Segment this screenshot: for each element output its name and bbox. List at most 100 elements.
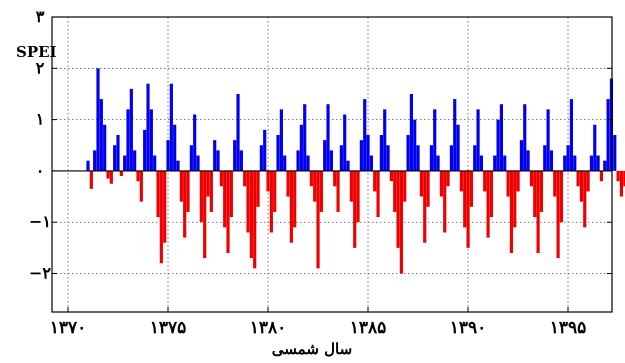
positive-bar — [503, 155, 507, 171]
negative-bar — [483, 170, 487, 192]
y-tick-label: ۲ — [36, 58, 45, 77]
negative-bar — [559, 170, 564, 223]
negative-bar — [586, 170, 590, 192]
positive-bar — [259, 145, 263, 171]
negative-bar — [393, 170, 397, 212]
positive-bar — [573, 155, 577, 171]
negative-bar — [136, 170, 140, 182]
positive-bar — [133, 150, 137, 171]
y-tick-label: ۱ — [36, 110, 45, 129]
negative-bar — [313, 170, 317, 202]
negative-bar — [619, 170, 624, 197]
positive-bar — [99, 99, 103, 171]
negative-bar — [316, 170, 320, 269]
negative-bar — [486, 170, 490, 238]
positive-bar — [343, 114, 347, 171]
negative-bar — [529, 170, 534, 187]
positive-bar — [359, 140, 363, 171]
negative-bar — [349, 170, 353, 202]
positive-bar — [379, 135, 383, 171]
negative-bar — [243, 170, 247, 187]
positive-bar — [546, 109, 550, 171]
negative-bar — [579, 170, 584, 202]
x-tick-label: ۱۳۹۰ — [450, 318, 487, 338]
positive-bar — [123, 155, 127, 171]
positive-bar — [193, 114, 197, 171]
positive-bar — [196, 155, 200, 171]
positive-bar — [363, 99, 367, 171]
negative-bar — [289, 170, 293, 243]
negative-bar — [426, 170, 430, 207]
negative-bar — [273, 170, 277, 212]
positive-bar — [263, 129, 267, 171]
positive-bar — [233, 140, 237, 171]
negative-bar — [513, 170, 517, 228]
negative-bar — [403, 170, 407, 202]
positive-bar — [189, 145, 193, 171]
positive-bar — [523, 104, 527, 171]
positive-bar — [279, 109, 283, 171]
y-tick-labels: ۳ ۲ ۱ ۰ −۱ −۲ — [29, 7, 51, 283]
negative-bar — [223, 170, 227, 228]
negative-bar — [106, 170, 110, 179]
x-axis-label: سال شمسی — [272, 340, 352, 358]
positive-bar — [236, 93, 240, 171]
y-tick-label: ۳ — [36, 7, 45, 26]
positive-bar — [216, 150, 220, 171]
positive-bar — [116, 135, 120, 171]
negative-bar — [159, 170, 163, 264]
negative-bar — [186, 170, 190, 212]
positive-bar — [416, 145, 420, 171]
negative-bar — [539, 170, 544, 212]
negative-bar — [309, 170, 313, 187]
positive-bar — [346, 160, 350, 171]
negative-bar — [616, 170, 620, 182]
positive-bar — [566, 145, 570, 171]
y-tick-label: −۲ — [29, 264, 51, 283]
negative-bar — [179, 170, 183, 202]
positive-bar — [409, 93, 413, 171]
positive-bar — [436, 155, 440, 171]
positive-bar — [563, 155, 567, 171]
positive-bar — [146, 83, 150, 171]
positive-bar — [493, 155, 497, 171]
positive-bar — [283, 155, 287, 171]
positive-bar — [603, 160, 607, 171]
positive-bar — [276, 135, 280, 171]
positive-bar — [326, 104, 330, 171]
positive-bar — [596, 155, 600, 171]
positive-bar — [413, 119, 417, 171]
positive-bar — [589, 155, 594, 171]
bars-layer — [86, 68, 625, 274]
negative-bar — [256, 170, 260, 207]
y-tick-label: ۰ — [36, 161, 45, 180]
negative-bar — [553, 170, 557, 197]
negative-bar — [506, 170, 510, 197]
negative-bar — [399, 170, 403, 274]
positive-bar — [386, 145, 390, 171]
positive-bar — [173, 124, 177, 171]
positive-bar — [113, 145, 117, 171]
positive-bar — [329, 150, 333, 171]
negative-bar — [199, 170, 203, 223]
positive-bar — [593, 124, 597, 171]
negative-bar — [156, 170, 160, 218]
positive-bar — [323, 140, 327, 171]
positive-bar — [176, 160, 180, 171]
negative-bar — [389, 170, 393, 182]
negative-bar — [269, 170, 273, 233]
positive-bar — [449, 145, 453, 171]
positive-bar — [166, 140, 170, 171]
positive-bar — [239, 150, 243, 171]
negative-bar — [209, 170, 213, 212]
negative-bar — [333, 170, 337, 187]
negative-bar — [516, 170, 520, 192]
negative-bar — [459, 170, 463, 192]
positive-bar — [96, 68, 100, 171]
positive-bar — [429, 145, 433, 171]
negative-bar — [319, 170, 323, 212]
positive-bar — [519, 140, 524, 171]
plot-frame — [51, 16, 613, 313]
positive-bar — [86, 160, 90, 171]
